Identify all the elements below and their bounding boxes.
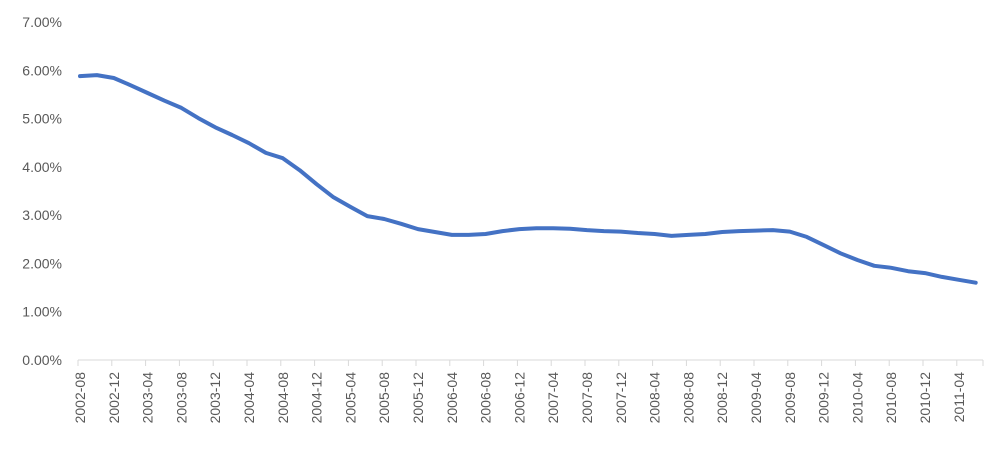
x-tick-label: 2006-12	[511, 372, 527, 424]
x-tick-label: 2004-04	[241, 372, 257, 424]
x-tick-label: 2002-08	[72, 372, 88, 424]
x-tick-label: 2006-04	[444, 372, 460, 424]
x-tick-label: 2004-08	[275, 372, 291, 424]
x-tick-label: 2007-08	[579, 372, 595, 424]
y-tick-label: 3.00%	[22, 207, 62, 223]
x-tick-label: 2010-08	[883, 372, 899, 424]
y-tick-label: 2.00%	[22, 255, 62, 271]
x-tick-label: 2011-04	[951, 372, 967, 423]
x-tick-label: 2009-04	[748, 372, 764, 424]
y-axis: 0.00% 1.00% 2.00% 3.00% 4.00% 5.00% 6.00% 7.00%	[22, 14, 62, 368]
x-tick-label: 2009-08	[782, 372, 798, 424]
x-tick-label: 2007-04	[545, 372, 561, 424]
x-tick-label: 2009-12	[816, 372, 832, 424]
x-tick-label: 2007-12	[613, 372, 629, 424]
x-tick-label: 2003-04	[140, 372, 156, 424]
x-tick-label: 2005-12	[410, 372, 426, 424]
y-tick-label: 5.00%	[22, 111, 62, 127]
x-tick-label: 2008-12	[714, 372, 730, 424]
y-tick-label: 1.00%	[22, 304, 62, 320]
x-tick-label: 2008-04	[647, 372, 663, 424]
x-tick-label: 2003-12	[207, 372, 223, 424]
x-tick-label: 2008-08	[680, 372, 696, 424]
x-tick-label: 2004-12	[309, 372, 325, 424]
y-tick-label: 4.00%	[22, 159, 62, 175]
y-tick-label: 6.00%	[22, 62, 62, 78]
x-tick-label: 2005-04	[342, 372, 358, 424]
x-tick-label: 2005-08	[376, 372, 392, 424]
series-line	[78, 73, 978, 285]
y-tick-label: 7.00%	[22, 14, 62, 30]
x-tick-label: 2010-12	[917, 372, 933, 424]
x-tick-label: 2003-08	[173, 372, 189, 424]
x-axis: 2002-08 2002-12 2003-04 2003-08 2003-12 2004-…	[72, 360, 984, 424]
x-tick-label: 2010-04	[849, 372, 865, 424]
x-tick-label: 2002-12	[106, 372, 122, 424]
y-tick-label: 0.00%	[22, 352, 62, 368]
x-tick-label: 2006-08	[478, 372, 494, 424]
